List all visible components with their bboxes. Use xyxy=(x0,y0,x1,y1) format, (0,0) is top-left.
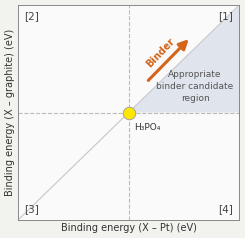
Text: Appropriate
binder candidate
region: Appropriate binder candidate region xyxy=(157,70,234,103)
Text: H₃PO₄: H₃PO₄ xyxy=(134,123,160,132)
X-axis label: Binding energy (X – Pt) (eV): Binding energy (X – Pt) (eV) xyxy=(61,223,196,233)
Text: [1]: [1] xyxy=(218,11,233,21)
Text: [4]: [4] xyxy=(218,204,233,214)
Text: [2]: [2] xyxy=(24,11,39,21)
Polygon shape xyxy=(129,5,240,113)
Y-axis label: Binding energy (X – graphite) (eV): Binding energy (X – graphite) (eV) xyxy=(5,29,15,196)
Text: Binder: Binder xyxy=(145,36,177,69)
Text: [3]: [3] xyxy=(24,204,39,214)
